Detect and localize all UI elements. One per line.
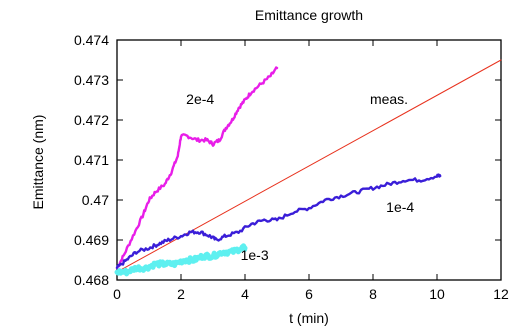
series-label-2e-4: 2e-4 [186, 91, 214, 107]
x-tick-label: 10 [429, 286, 445, 302]
x-tick-label: 6 [305, 286, 313, 302]
x-tick-label: 8 [369, 286, 377, 302]
series-line-1e-3 [114, 243, 248, 277]
x-axis-label: t (min) [289, 310, 329, 326]
plot-area: 0 2 4 6 8 10 12 0.468 0.469 0.47 0.471 0.472 0.473 0.… [74, 32, 509, 302]
y-tick-label: 0.474 [74, 32, 109, 48]
y-tick-label: 0.468 [74, 272, 109, 288]
series-line-2e-4 [115, 66, 279, 270]
x-tick-label: 0 [113, 286, 121, 302]
x-tick-label: 2 [177, 286, 185, 302]
y-tick-label: 0.472 [74, 112, 109, 128]
series-label-meas: meas. [370, 91, 408, 107]
chart-title: Emittance growth [255, 7, 363, 23]
y-axis-label: Emittance (nm) [30, 115, 46, 210]
x-tick-label: 4 [241, 286, 249, 302]
series-label-1e-4: 1e-4 [386, 199, 414, 215]
series-label-1e-3: 1e-3 [241, 247, 269, 263]
plot-frame [116, 39, 502, 281]
y-tick-label: 0.471 [74, 152, 109, 168]
y-tick-label: 0.473 [74, 72, 109, 88]
x-tick-label: 12 [493, 286, 509, 302]
series-line-1e-4 [115, 173, 442, 269]
y-tick-label: 0.47 [82, 192, 109, 208]
y-tick-label: 0.469 [74, 232, 109, 248]
